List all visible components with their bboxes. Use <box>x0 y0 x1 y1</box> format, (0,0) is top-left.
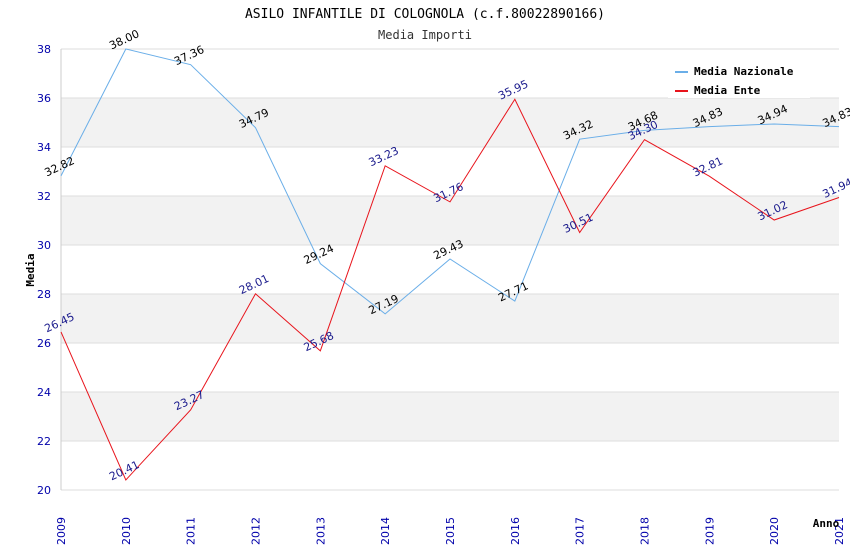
series-line-media-nazionale <box>60 48 840 315</box>
x-tick-labels: 2009 2010 2011 2012 2013 2014 2015 2016 2017 2018… <box>55 517 846 545</box>
legend: Media Nazionale Media Ente <box>668 58 810 98</box>
legend-label-media-ente: Media Ente <box>694 84 761 97</box>
y-tick-label: 22 <box>37 435 51 448</box>
x-tick-label: 2011 <box>185 517 198 545</box>
chart-title: ASILO INFANTILE DI COLOGNOLA (c.f.800228… <box>245 7 605 22</box>
x-tick-label: 2010 <box>120 517 133 545</box>
x-tick-label: 2016 <box>509 517 522 545</box>
band <box>61 294 839 343</box>
x-tick-label: 2018 <box>639 517 652 545</box>
y-axis-label: Media <box>24 253 37 286</box>
y-tick-label: 24 <box>37 386 51 399</box>
band <box>61 98 839 147</box>
y-tick-label: 26 <box>37 337 51 350</box>
y-tick-label: 32 <box>37 190 51 203</box>
x-tick-label: 2015 <box>444 517 457 545</box>
y-tick-label: 20 <box>37 484 51 497</box>
band <box>61 392 839 441</box>
band <box>61 441 839 490</box>
band <box>61 245 839 294</box>
background-bands <box>61 49 839 490</box>
x-tick-label: 2009 <box>55 517 68 545</box>
series-line-media-ente <box>60 98 840 481</box>
x-axis-label: Anno <box>813 517 840 530</box>
legend-label-media-nazionale: Media Nazionale <box>694 65 794 78</box>
x-tick-label: 2019 <box>703 517 716 545</box>
y-tick-label: 28 <box>37 288 51 301</box>
x-tick-label: 2014 <box>379 517 392 545</box>
y-tick-label: 34 <box>37 141 51 154</box>
y-tick-labels: 20 22 24 26 28 30 32 34 36 38 <box>37 43 51 497</box>
x-tick-label: 2017 <box>574 517 587 545</box>
x-tick-label: 2012 <box>250 517 263 545</box>
band <box>61 147 839 196</box>
legend-background <box>668 58 810 98</box>
chart-subtitle: Media Importi <box>378 28 472 42</box>
y-tick-label: 36 <box>37 92 51 105</box>
gridlines <box>61 48 839 491</box>
series-lines <box>60 48 840 481</box>
x-tick-label: 2013 <box>314 517 327 545</box>
y-tick-label: 30 <box>37 239 51 252</box>
band <box>61 343 839 392</box>
x-tick-label: 2020 <box>768 517 781 545</box>
y-tick-label: 38 <box>37 43 51 56</box>
band <box>61 196 839 245</box>
x-tick-label: 2021 <box>833 517 846 545</box>
